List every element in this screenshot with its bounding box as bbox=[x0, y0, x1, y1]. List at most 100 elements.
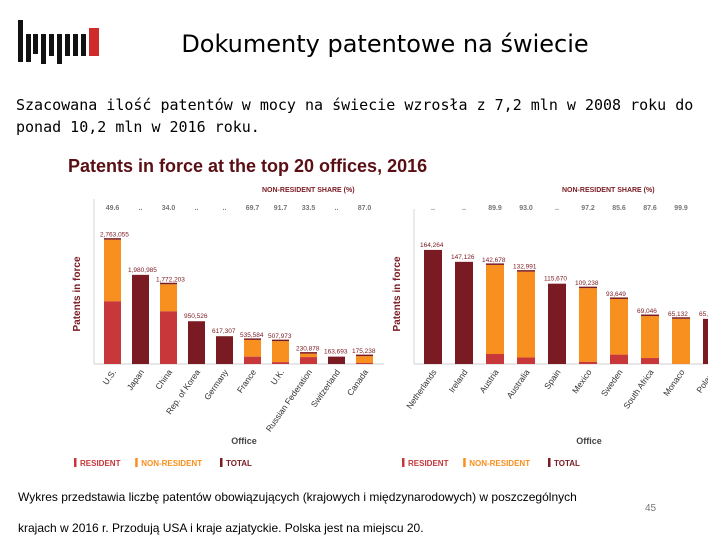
share-label: 87.6 bbox=[643, 205, 657, 212]
share-label: .. bbox=[431, 205, 435, 212]
bar-total-cap bbox=[272, 339, 289, 342]
patents-chart: Patents in force at the top 20 offices, … bbox=[68, 156, 708, 468]
value-label: 617,307 bbox=[212, 328, 236, 335]
category-label: Austria bbox=[477, 367, 501, 395]
share-label: .. bbox=[555, 205, 559, 212]
category-label: Ireland bbox=[447, 367, 470, 394]
legend-swatch bbox=[548, 458, 551, 467]
share-label: .. bbox=[462, 205, 466, 212]
share-label: .. bbox=[223, 205, 227, 212]
bar-total-cap bbox=[517, 270, 535, 272]
value-label: 65,006 bbox=[699, 311, 708, 318]
value-label: 93,649 bbox=[606, 291, 626, 298]
share-label: .. bbox=[195, 205, 199, 212]
bar-resident bbox=[579, 361, 597, 364]
bar-total-cap bbox=[104, 238, 121, 240]
bar-total-cap bbox=[610, 297, 628, 299]
y-axis-label-2: Patents in force bbox=[392, 256, 403, 331]
value-label: 507,973 bbox=[268, 333, 292, 340]
bar-resident bbox=[610, 354, 628, 364]
legend-label: RESIDENT bbox=[80, 459, 121, 468]
bar-non-resident bbox=[610, 298, 628, 355]
legend-swatch bbox=[220, 458, 223, 467]
bar-total bbox=[703, 318, 708, 364]
share-header-2: NON-RESIDENT SHARE (%) bbox=[562, 187, 655, 194]
bar-total-cap bbox=[356, 354, 373, 357]
category-label: Australia bbox=[504, 367, 531, 400]
legend-swatch bbox=[135, 458, 138, 467]
y-axis-label-1: Patents in force bbox=[72, 256, 83, 331]
category-label: Germany bbox=[202, 367, 231, 402]
bar-resident bbox=[244, 356, 261, 364]
share-label: 85.6 bbox=[612, 205, 626, 212]
share-label: 93.0 bbox=[519, 205, 533, 212]
bar-resident bbox=[272, 362, 289, 364]
value-label: 1,772,203 bbox=[156, 276, 185, 283]
legend-label: TOTAL bbox=[554, 459, 580, 468]
value-label: 230,878 bbox=[296, 346, 320, 353]
bar-total bbox=[548, 283, 566, 364]
bar-non-resident bbox=[300, 353, 317, 358]
category-label: China bbox=[153, 367, 174, 391]
share-label: 97.2 bbox=[581, 205, 595, 212]
category-label: Netherlands bbox=[404, 367, 438, 410]
category-label: South Africa bbox=[621, 367, 656, 411]
bar-total bbox=[328, 356, 345, 364]
page-number: 45 bbox=[645, 503, 657, 514]
bar-non-resident bbox=[160, 284, 177, 312]
share-label: 87.0 bbox=[358, 205, 372, 212]
slide-title: Dokumenty patentowe na świecie bbox=[181, 30, 589, 58]
bar-total-cap bbox=[244, 338, 261, 340]
value-label: 950,526 bbox=[184, 313, 208, 320]
share-label: 69.7 bbox=[246, 205, 260, 212]
x-axis-label-1: Office bbox=[231, 436, 257, 446]
legend-swatch bbox=[74, 458, 77, 467]
bar-non-resident bbox=[104, 239, 121, 302]
share-label: 89.9 bbox=[488, 205, 502, 212]
value-label: 69,046 bbox=[637, 308, 657, 315]
intro-text: Szacowana ilość patentów w mocy na świec… bbox=[16, 96, 694, 136]
bar-resident bbox=[641, 358, 659, 364]
category-label: U.K. bbox=[268, 367, 286, 386]
bar-resident bbox=[160, 311, 177, 364]
legend-swatch bbox=[463, 458, 466, 467]
bar-non-resident bbox=[356, 356, 373, 363]
value-label: 175,238 bbox=[352, 348, 376, 355]
bar-non-resident bbox=[244, 339, 261, 357]
value-label: 115,670 bbox=[544, 276, 567, 283]
bar-resident bbox=[104, 301, 121, 364]
bar-total-cap bbox=[579, 286, 597, 289]
value-label: 132,991 bbox=[513, 264, 537, 271]
value-label: 65,132 bbox=[668, 311, 688, 318]
legend-label: RESIDENT bbox=[408, 459, 449, 468]
share-label: 34.0 bbox=[162, 205, 176, 212]
share-label: .. bbox=[139, 205, 143, 212]
footnote-line-1: Wykres przedstawia liczbę patentów obowi… bbox=[18, 490, 577, 504]
bar-resident bbox=[486, 353, 504, 364]
value-label: 109,238 bbox=[575, 280, 599, 287]
bar-non-resident bbox=[579, 288, 597, 362]
value-label: 535,584 bbox=[240, 332, 264, 339]
bar-non-resident bbox=[672, 318, 690, 364]
legend-label: TOTAL bbox=[226, 459, 252, 468]
bar-total bbox=[424, 249, 442, 364]
value-label: 1,980,985 bbox=[128, 267, 157, 274]
share-label: 49.6 bbox=[106, 205, 120, 212]
share-label: 99.9 bbox=[674, 205, 688, 212]
category-label: Mexico bbox=[570, 367, 594, 395]
share-label: 91.7 bbox=[274, 205, 288, 212]
share-label: .. bbox=[335, 205, 339, 212]
bar-total bbox=[216, 336, 233, 364]
bar-non-resident bbox=[641, 316, 659, 359]
chart-title: Patents in force at the top 20 offices, … bbox=[68, 156, 427, 176]
bar-resident bbox=[300, 357, 317, 364]
bar-total bbox=[132, 274, 149, 364]
legend-label: NON-RESIDENT bbox=[141, 459, 202, 468]
x-axis-label-2: Office bbox=[576, 436, 602, 446]
category-label: Japan bbox=[125, 367, 147, 392]
bar-resident bbox=[517, 357, 535, 364]
category-label: France bbox=[235, 367, 259, 395]
category-label: U.S. bbox=[100, 367, 118, 386]
bar-total-cap bbox=[486, 263, 504, 265]
share-label: 33.5 bbox=[302, 205, 316, 212]
